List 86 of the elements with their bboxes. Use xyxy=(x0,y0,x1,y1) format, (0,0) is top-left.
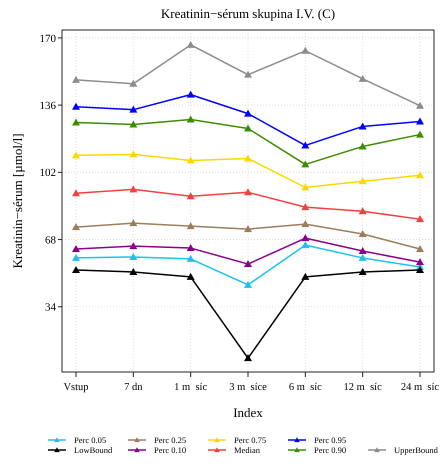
point xyxy=(186,116,195,123)
point xyxy=(72,254,80,261)
point xyxy=(186,40,195,48)
legend-label: Perc 0.10 xyxy=(154,444,186,455)
x-tick-label: Vstup xyxy=(63,382,89,393)
legend-label: LowBound xyxy=(74,444,113,455)
point xyxy=(244,354,252,362)
point xyxy=(129,242,138,250)
point xyxy=(301,46,310,54)
point xyxy=(186,222,195,230)
x-tick-label: 12 m síc xyxy=(344,382,382,393)
point xyxy=(72,223,80,230)
point xyxy=(301,241,310,248)
point xyxy=(72,245,80,252)
y-axis-title: Kreatinin−sérum [µmol/l] xyxy=(10,133,25,269)
y-tick-label: 136 xyxy=(40,100,56,112)
point xyxy=(358,177,367,184)
point xyxy=(186,272,195,280)
point xyxy=(416,102,424,109)
point xyxy=(244,154,252,162)
point xyxy=(244,188,252,196)
y-tick-label: 68 xyxy=(45,234,56,246)
point xyxy=(186,156,195,164)
point xyxy=(358,230,367,238)
point xyxy=(244,280,252,288)
point xyxy=(186,254,195,262)
point xyxy=(358,74,367,82)
point xyxy=(358,268,367,275)
x-tick-label: 6 m síc xyxy=(288,382,322,393)
point xyxy=(301,183,310,190)
point xyxy=(416,245,424,252)
y-tick-label: 102 xyxy=(40,167,56,180)
point xyxy=(416,258,424,266)
point xyxy=(301,220,310,228)
point xyxy=(301,234,310,242)
point xyxy=(72,151,80,158)
point xyxy=(72,76,80,83)
point xyxy=(358,207,367,214)
point xyxy=(416,171,424,178)
point xyxy=(129,120,138,128)
point xyxy=(129,150,138,158)
point xyxy=(416,118,424,125)
point xyxy=(358,122,367,130)
chart-title: Kreatinin−sérum skupina I.V. (C) xyxy=(160,6,336,21)
point xyxy=(186,192,195,200)
point xyxy=(244,124,252,132)
point xyxy=(416,266,424,273)
point xyxy=(416,130,424,138)
point xyxy=(301,141,310,148)
point xyxy=(129,252,138,260)
point xyxy=(244,260,252,268)
x-axis-title: Index xyxy=(233,405,264,420)
point xyxy=(129,106,138,113)
point xyxy=(358,142,367,150)
point xyxy=(358,247,367,254)
point xyxy=(416,215,424,222)
legend-label: UpperBound xyxy=(394,444,439,455)
point xyxy=(129,185,138,192)
point xyxy=(358,254,367,261)
legend-label: Perc 0.90 xyxy=(314,444,346,455)
point xyxy=(129,80,138,87)
point xyxy=(301,272,310,280)
y-tick-label: 34 xyxy=(45,302,56,314)
point xyxy=(72,118,80,126)
point xyxy=(129,268,138,275)
point xyxy=(301,160,310,168)
legend-label: Perc 0.25 xyxy=(154,434,186,445)
point xyxy=(186,90,195,98)
point xyxy=(72,266,80,273)
point xyxy=(244,110,252,117)
point xyxy=(301,203,310,210)
legend-label: Perc 0.95 xyxy=(314,434,346,445)
x-tick-label: 1 m síc xyxy=(174,382,208,393)
x-tick-label: 3 m síce xyxy=(229,382,268,393)
x-tick-label: 7 dn xyxy=(124,382,144,393)
point xyxy=(244,225,252,232)
point xyxy=(244,70,252,78)
legend-label: Perc 0.05 xyxy=(74,434,106,445)
point xyxy=(129,219,138,226)
y-tick-label: 170 xyxy=(40,32,56,45)
legend-label: Median xyxy=(234,444,261,455)
point xyxy=(72,102,80,110)
x-tick-label: 24 m síc xyxy=(400,382,440,393)
point xyxy=(72,189,80,196)
legend-label: Perc 0.75 xyxy=(234,434,266,445)
point xyxy=(186,244,195,252)
